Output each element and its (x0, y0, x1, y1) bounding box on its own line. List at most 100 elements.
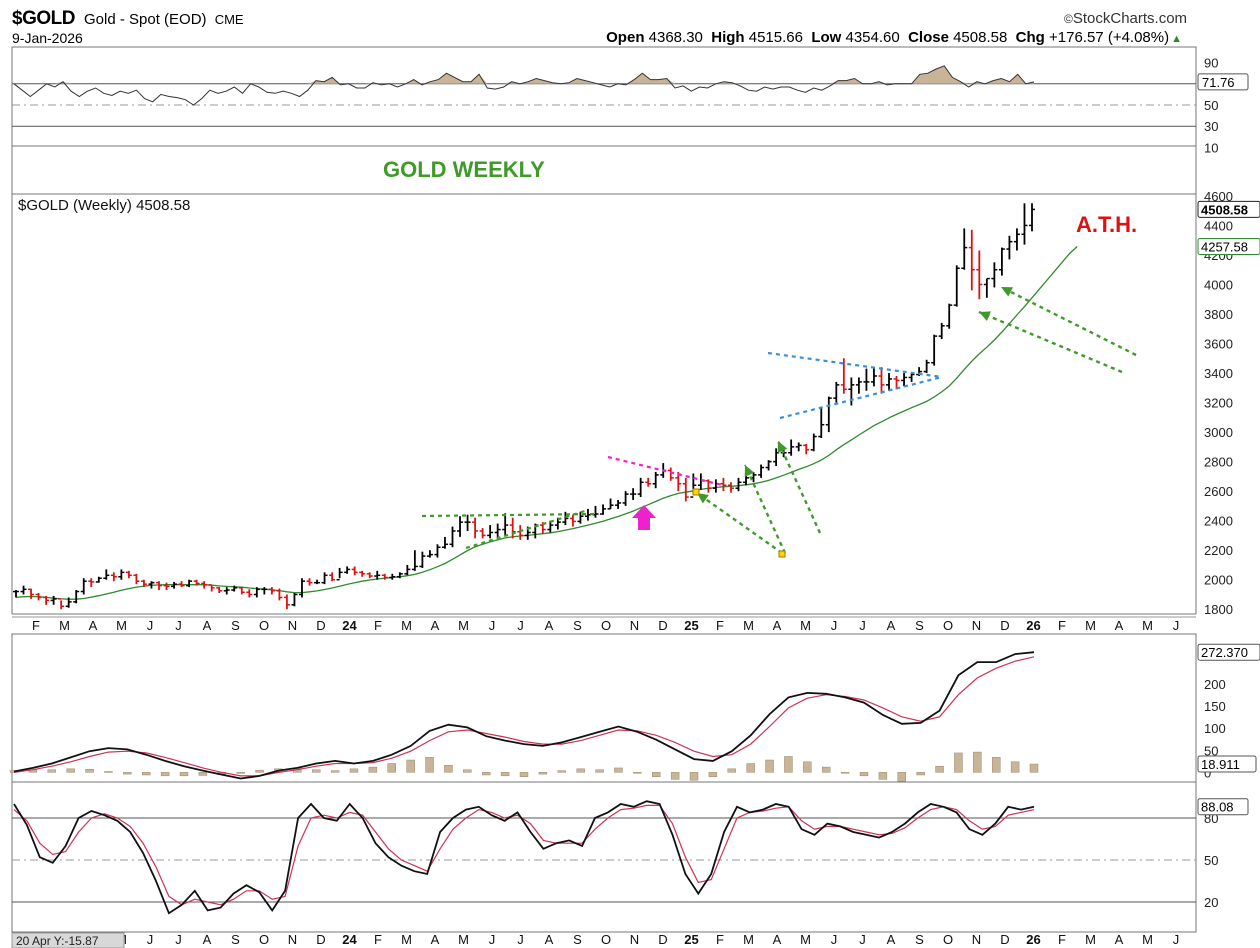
ppo-histogram-bar (198, 772, 208, 776)
rsi-ytick-50: 50 (1204, 98, 1218, 113)
low-value: 4354.60 (845, 29, 900, 46)
arrow-breakout-1-shaft (743, 464, 787, 554)
bottom-xtick: F (716, 932, 724, 947)
low-label: Low (811, 29, 842, 46)
ppo-histogram-bar (614, 767, 623, 773)
ppo-histogram-bar (368, 766, 378, 773)
price-last-value-box (1197, 200, 1260, 218)
price-xtick: A (545, 618, 554, 633)
bottom-xtick: S (915, 932, 924, 947)
bottom-xtick: M (800, 932, 811, 947)
price-xtick: 24 (342, 618, 357, 633)
bottom-xtick: A (431, 932, 440, 947)
open-value: 4368.30 (648, 29, 703, 46)
rsi-last-value-box (1197, 73, 1249, 91)
arrow-ma-support-2-head (979, 311, 991, 321)
chg-value: +176.57 (+4.08%) (1049, 29, 1170, 46)
bottom-xtick: D (658, 932, 667, 947)
bottom-xtick: 25 (684, 932, 698, 947)
brand-link[interactable]: ©StockCharts.com (1064, 10, 1187, 27)
ppo-histogram-bar (312, 769, 321, 773)
ma-last-value-label: 4257.58 (1201, 239, 1248, 254)
bottom-xtick: M (743, 932, 754, 947)
bottom-xtick: O (259, 932, 269, 947)
price-ytick-3200: 3200 (1204, 396, 1233, 411)
price-xtick: 25 (684, 618, 698, 633)
bottom-xtick: A (203, 932, 212, 947)
price-ytick-1800: 1800 (1204, 602, 1233, 617)
price-bars-group (13, 203, 1035, 610)
stoch-last-value-box (1197, 798, 1249, 816)
ppo-histogram-bar (746, 763, 755, 773)
price-panel-title: $GOLD (Weekly) 4508.58 (18, 197, 190, 214)
up-triangle-icon: ▲ (1171, 33, 1182, 45)
brand-text: StockCharts.com (1072, 10, 1188, 27)
price-xtick: J (859, 618, 866, 633)
price-xtick: N (972, 618, 981, 633)
arrow-support-2025-shaft (696, 492, 783, 554)
anchor-marker (778, 550, 786, 558)
stoch-main-line (13, 800, 1035, 915)
bottom-xtick: J (859, 932, 866, 947)
bottom-xtick: 26 (1026, 932, 1040, 947)
pink-up-arrow-icon (632, 505, 656, 530)
ppo-histogram-bar (954, 752, 963, 773)
price-xtick: A (203, 618, 212, 633)
ppo-histogram-bar (66, 768, 75, 773)
price-xtick: F (716, 618, 724, 633)
ppo-histogram-bar (992, 757, 1001, 773)
open-label: Open (606, 29, 645, 46)
arrow-support-2025-head (697, 493, 709, 504)
ppo-histogram-bar (840, 772, 850, 774)
ppo-last-value-box (1197, 643, 1260, 661)
ppo-hist-value-box (1197, 755, 1257, 773)
ppo-histogram-bar (689, 772, 699, 781)
price-xtick: J (517, 618, 524, 633)
ppo-histogram-bar (142, 772, 151, 776)
ohlc-readout: Open 4368.30 High 4515.66 Low 4354.60 Cl… (606, 29, 1182, 46)
price-ytick-2200: 2200 (1204, 543, 1233, 558)
ppo-histogram-bar (803, 761, 812, 773)
date-label: 9-Jan-2026 (12, 30, 83, 46)
price-xtick: M (1085, 618, 1096, 633)
bottom-xtick: S (231, 932, 240, 947)
ppo-histogram-bar (973, 751, 982, 773)
description-text: Gold - Spot (EOD) (84, 11, 207, 28)
high-label: High (711, 29, 745, 46)
price-xtick: 26 (1026, 618, 1040, 633)
price-ytick-4400: 4400 (1204, 218, 1233, 233)
price-xtick: O (943, 618, 953, 633)
ppo-histogram-bar (576, 768, 585, 773)
stoch-ytick-50: 50 (1204, 853, 1218, 868)
ppo-histogram-bar (330, 770, 340, 773)
ppo-histogram-bar (595, 769, 604, 773)
arrow-breakout-2-shaft (776, 440, 822, 534)
bottom-xtick: J (175, 932, 182, 947)
bottom-xtick: A (773, 932, 782, 947)
ppo-ytick-100: 100 (1204, 721, 1226, 736)
price-ytick-3000: 3000 (1204, 425, 1233, 440)
rsi-ytick-90: 90 (1204, 56, 1218, 71)
ppo-histogram-bar (179, 772, 189, 777)
ppo-histogram-bar (652, 772, 661, 777)
triangle-top-line (767, 351, 943, 379)
bottom-xtick: F (1058, 932, 1066, 947)
ppo-histogram-bar (878, 772, 888, 780)
ppo-ytick-0: 0 (1204, 765, 1211, 780)
bottom-xtick: M (1085, 932, 1096, 947)
consolidation-bottom-line (465, 508, 589, 550)
anchor-marker-2 (692, 488, 700, 496)
price-xtick: J (175, 618, 182, 633)
price-xtick: F (32, 618, 40, 633)
ppo-histogram-bar (123, 772, 132, 775)
price-xtick: J (489, 618, 496, 633)
bottom-xtick: A (1115, 932, 1124, 947)
arrow-breakout-2-head (777, 441, 788, 453)
price-xtick: F (1058, 618, 1066, 633)
ppo-histogram-bar (1029, 763, 1039, 773)
price-xtick: J (147, 618, 154, 633)
bottom-xtick: J (1173, 932, 1180, 947)
price-xtick: O (601, 618, 611, 633)
